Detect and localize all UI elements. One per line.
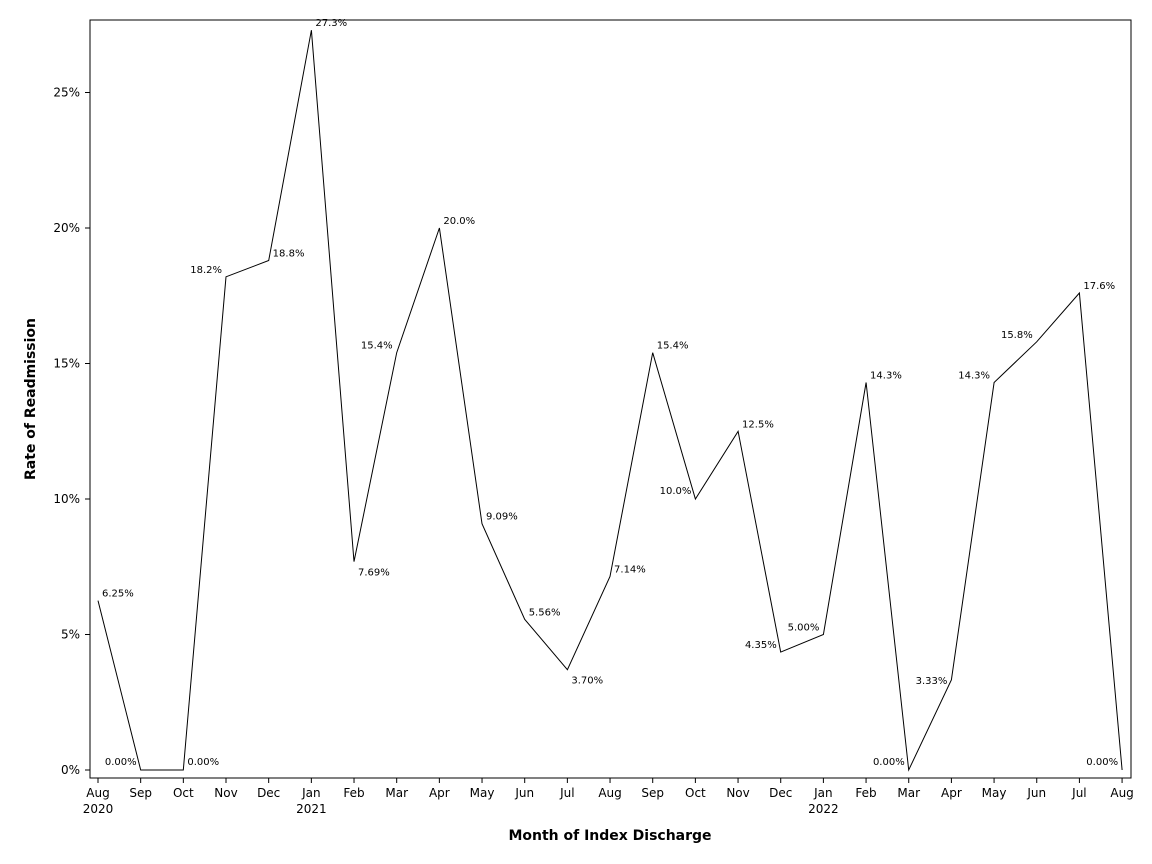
- y-axis-title: Rate of Readmission: [23, 318, 39, 480]
- plot-frame: [89, 19, 1132, 779]
- data-label: 5.56%: [529, 607, 561, 618]
- data-label: 7.14%: [614, 565, 646, 576]
- y-tick-label: 25%: [53, 86, 80, 100]
- x-tick-label: Oct: [685, 786, 706, 800]
- x-axis-title: Month of Index Discharge: [508, 828, 711, 844]
- data-label: 7.69%: [358, 568, 390, 579]
- x-tick-label: Aug: [86, 786, 109, 800]
- x-tick-label: Mar: [897, 786, 920, 800]
- x-tick-label: Feb: [343, 786, 364, 800]
- x-year-label: 2022: [808, 802, 839, 816]
- data-label: 5.00%: [788, 623, 820, 634]
- data-label: 15.4%: [657, 341, 689, 352]
- y-tick-label: 0%: [61, 763, 80, 777]
- data-label: 3.70%: [571, 676, 603, 687]
- x-tick-label: Jun: [514, 786, 534, 800]
- x-tick-label: May: [470, 786, 495, 800]
- series-layer: [97, 30, 1123, 772]
- x-tick-label: Nov: [726, 786, 749, 800]
- y-tick-label: 15%: [53, 357, 80, 371]
- data-label: 0.00%: [873, 757, 905, 768]
- data-label: 14.3%: [870, 370, 902, 381]
- series-line: [97, 30, 1123, 772]
- x-tick-label: Feb: [855, 786, 876, 800]
- x-axis: Aug 2020 Sep Oct Nov Dec Jan 2021 Feb Mar Apr May Ju…: [83, 778, 1134, 816]
- data-label: 0.00%: [105, 757, 137, 768]
- data-labels: 6.25% 0.00% 0.00% 18.2% 18.8% 27.3% 7.69% 15.4%…: [102, 18, 1118, 768]
- x-tick-label: Jul: [559, 786, 574, 800]
- data-label: 10.0%: [660, 486, 692, 497]
- data-label: 4.35%: [745, 640, 777, 651]
- y-tick-label: 10%: [53, 492, 80, 506]
- data-label: 15.4%: [361, 341, 393, 352]
- data-label: 14.3%: [958, 370, 990, 381]
- data-label: 9.09%: [486, 512, 518, 523]
- data-label: 12.5%: [742, 419, 774, 430]
- data-label: 0.00%: [187, 757, 219, 768]
- x-tick-label: Mar: [385, 786, 408, 800]
- x-tick-label: Jul: [1071, 786, 1086, 800]
- x-tick-label: Dec: [769, 786, 792, 800]
- data-label: 15.8%: [1001, 330, 1033, 341]
- x-tick-label: Dec: [257, 786, 280, 800]
- x-tick-label: Apr: [429, 786, 450, 800]
- data-label: 20.0%: [443, 216, 475, 227]
- x-tick-label: Aug: [598, 786, 621, 800]
- data-label: 0.00%: [1086, 757, 1118, 768]
- data-label: 18.2%: [190, 265, 222, 276]
- x-tick-label: May: [982, 786, 1007, 800]
- data-label: 18.8%: [273, 249, 305, 260]
- data-label: 17.6%: [1083, 281, 1115, 292]
- y-tick-label: 5%: [61, 628, 80, 642]
- data-label: 3.33%: [916, 676, 948, 687]
- x-tick-label: Apr: [941, 786, 962, 800]
- y-tick-label: 20%: [53, 221, 80, 235]
- x-tick-label: Aug: [1110, 786, 1133, 800]
- x-tick-label: Sep: [129, 786, 152, 800]
- data-label: 6.25%: [102, 589, 134, 600]
- x-tick-label: Oct: [173, 786, 194, 800]
- x-tick-label: Jan: [301, 786, 321, 800]
- y-axis: 0% 5% 10% 15% 20% 25%: [53, 86, 90, 777]
- data-label: 27.3%: [315, 18, 347, 29]
- x-year-label: 2020: [83, 802, 114, 816]
- x-year-label: 2021: [296, 802, 327, 816]
- x-tick-label: Nov: [214, 786, 237, 800]
- x-tick-label: Jun: [1026, 786, 1046, 800]
- x-tick-label: Sep: [641, 786, 664, 800]
- x-tick-label: Jan: [813, 786, 833, 800]
